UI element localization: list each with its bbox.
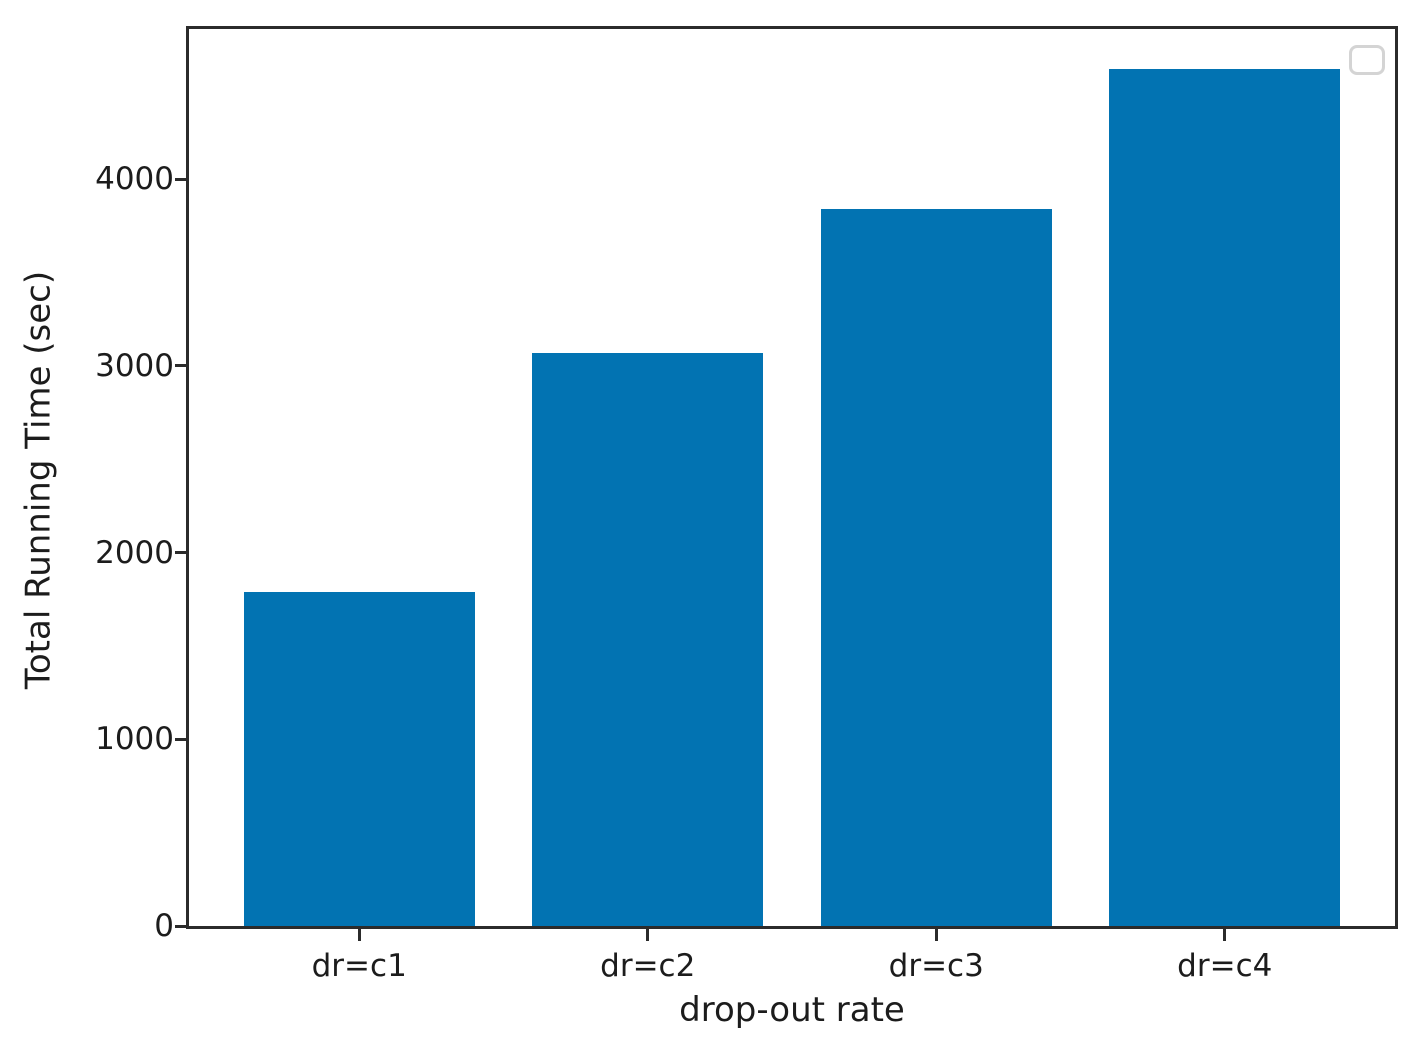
y-tick-mark (175, 364, 186, 368)
x-tick-label: dr=c2 (600, 948, 696, 984)
x-tick-mark (646, 929, 650, 941)
y-tick-label: 3000 (95, 347, 174, 384)
y-tick-mark (175, 551, 186, 555)
bar-dr-c3 (820, 209, 1052, 926)
y-tick-mark (175, 924, 186, 928)
x-tick-label: dr=c4 (1177, 948, 1273, 984)
y-tick-mark (175, 177, 186, 181)
legend-box (1349, 45, 1385, 75)
bar-dr-c4 (1109, 69, 1341, 926)
x-tick-mark (934, 929, 938, 941)
x-tick-mark (1223, 929, 1227, 941)
y-tick-mark (175, 737, 186, 741)
plot-area (186, 26, 1398, 929)
x-axis-label: drop-out rate (679, 990, 905, 1030)
bar-dr-c2 (532, 352, 764, 926)
y-tick-label: 1000 (95, 721, 174, 758)
y-axis-label: Total Running Time (sec) (18, 270, 59, 690)
y-tick-label: 0 (154, 908, 174, 944)
y-tick-label: 2000 (95, 534, 174, 571)
bar-dr-c1 (243, 591, 475, 926)
y-tick-label: 4000 (95, 161, 174, 198)
x-tick-label: dr=c1 (311, 948, 407, 984)
x-tick-label: dr=c3 (888, 948, 984, 984)
x-tick-mark (357, 929, 361, 941)
